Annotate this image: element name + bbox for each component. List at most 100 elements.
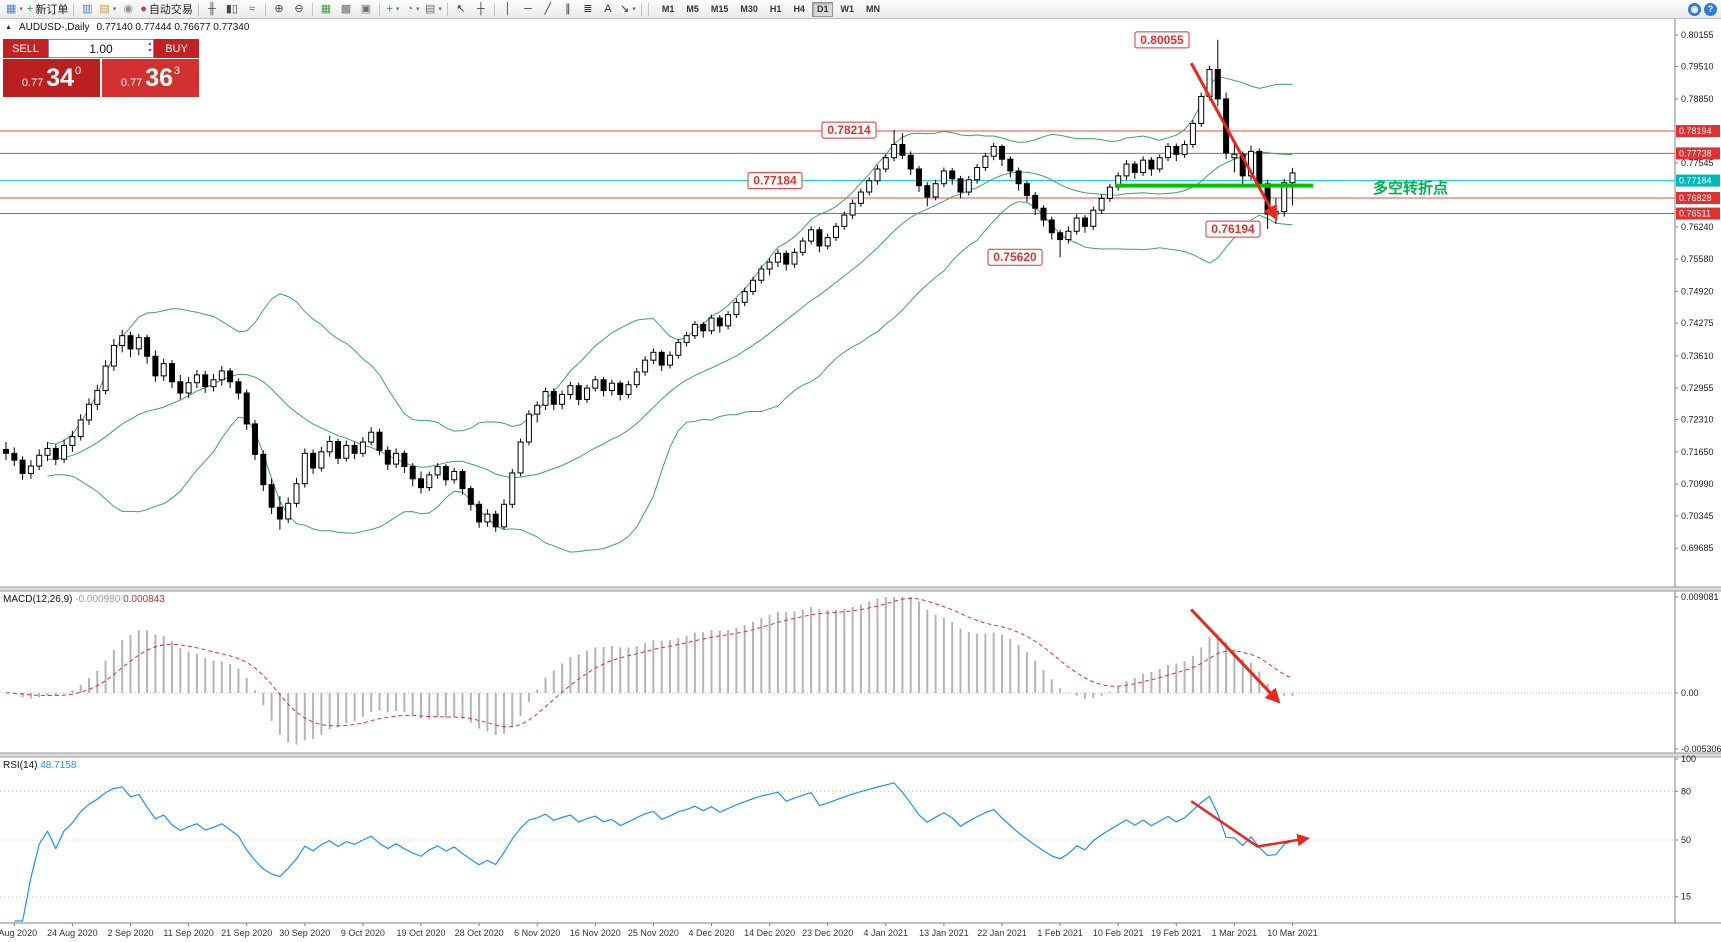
macd-axis-label: 0.00: [1681, 688, 1699, 698]
timeframe-H1[interactable]: H1: [769, 3, 782, 14]
price-label-box[interactable]: [821, 121, 877, 139]
candle-bear: [169, 363, 175, 383]
candle-bear: [476, 503, 483, 523]
timeframe-H4[interactable]: H4: [793, 3, 805, 14]
candle-bull: [766, 261, 773, 270]
arrows-icon[interactable]: ↘ ▾: [618, 1, 638, 17]
crosshair-icon-glyph: ┼: [476, 3, 485, 15]
crosshair-icon[interactable]: ┼: [471, 1, 491, 17]
channel-icon[interactable]: ∥: [558, 1, 578, 17]
arrange-windows-icon[interactable]: ▣: [356, 1, 376, 17]
periods-icon[interactable]: ◔ ▾: [403, 1, 423, 17]
candle-bear: [202, 374, 209, 388]
dropdown-caret-icon: ▾: [632, 6, 636, 13]
help-icon[interactable]: ?: [1704, 2, 1717, 16]
candle-bull: [733, 301, 740, 316]
fibonacci-icon[interactable]: ≣: [578, 1, 598, 17]
candle-bull: [791, 251, 798, 265]
zoom-in-icon-glyph: ⊕: [274, 3, 284, 15]
timeframe-M15[interactable]: M15: [710, 3, 729, 14]
alerts-icon[interactable]: ◉: [118, 1, 138, 17]
price-label-box[interactable]: [747, 172, 803, 190]
candle-bull: [857, 191, 864, 204]
candle-bull: [990, 145, 997, 157]
cursor-icon[interactable]: ↖: [451, 1, 471, 17]
trend-arrow-macd[interactable]: [1190, 608, 1281, 704]
buy-price-prefix: 0.77: [120, 77, 143, 89]
indicators-icon[interactable]: + ▾: [383, 1, 403, 17]
candle-bull: [193, 374, 200, 384]
rsi-value: 48.7158: [40, 760, 77, 771]
candle-bull: [1106, 186, 1113, 199]
chart-icon: ▲: [5, 24, 12, 31]
candle-bull: [343, 444, 350, 459]
autotrading-button-label: 自动交易: [148, 4, 193, 16]
chart-canvas[interactable]: 0.80055 0.78214 0.77184 0.76194 0.75620 多空转折点…: [0, 19, 1721, 942]
timeframe-M30[interactable]: M30: [740, 3, 758, 14]
price-tag: [1676, 207, 1720, 220]
sell-price-button[interactable]: 0.77 34 0: [3, 59, 100, 97]
bar-chart-icon-glyph: ╫: [208, 3, 216, 15]
rsi-axis-label: 50: [1681, 835, 1691, 845]
date-label: 4 Aug 2020: [0, 928, 37, 938]
volume-spinner[interactable]: ▴ ▾: [148, 41, 151, 55]
new-order-button[interactable]: + 新订单: [25, 1, 70, 17]
timeframe-D1[interactable]: D1: [811, 1, 834, 17]
price-label-box[interactable]: [1205, 220, 1261, 238]
zoom-out-icon[interactable]: ⊖: [289, 1, 309, 17]
volume-input[interactable]: 1.00 ▴ ▾: [48, 39, 154, 58]
candle-bear: [1148, 159, 1155, 170]
candle-bull: [974, 167, 981, 181]
price-label-box[interactable]: [987, 248, 1043, 266]
zoom-in-icon[interactable]: ⊕: [269, 1, 289, 17]
horizontal-line-icon[interactable]: ─: [518, 1, 538, 17]
date-label: 6 Nov 2020: [514, 928, 560, 938]
new-order-button-label: 新订单: [35, 4, 69, 16]
trend-arrow-rsi[interactable]: [1190, 800, 1310, 848]
date-label: 10 Mar 2021: [1267, 928, 1318, 938]
panel-separator-rsi[interactable]: [0, 753, 1721, 757]
candle-bear: [401, 452, 408, 468]
date-label: 4 Dec 2020: [688, 928, 734, 938]
price-tag: [1676, 147, 1720, 160]
community-icon[interactable]: ◉: [1688, 2, 1701, 16]
sell-button[interactable]: SELL: [3, 39, 48, 58]
price-label-text: 0.75620: [993, 250, 1037, 264]
buy-price-button[interactable]: 0.77 36 3: [102, 59, 199, 97]
bar-chart-icon[interactable]: ╫: [202, 1, 222, 17]
templates-icon[interactable]: ▤ ▾: [423, 1, 444, 17]
tile-windows-icon[interactable]: ▦: [316, 1, 336, 17]
text-icon[interactable]: A: [598, 1, 618, 17]
chart-windows-icon[interactable]: ▥: [77, 1, 97, 17]
dropdown-caret-icon: ▾: [438, 6, 442, 13]
timeframe-M1[interactable]: M1: [661, 3, 675, 14]
timeframe-W1[interactable]: W1: [840, 3, 854, 14]
line-chart-icon[interactable]: ≈: [242, 1, 262, 17]
cascade-windows-icon[interactable]: ▩: [336, 1, 356, 17]
buy-button[interactable]: BUY: [154, 39, 199, 58]
macd-main-value: -0.000980: [75, 594, 121, 605]
spin-up-icon[interactable]: ▴: [147, 41, 151, 47]
trendline-icon[interactable]: ╱: [538, 1, 558, 17]
vertical-line-icon[interactable]: │: [498, 1, 518, 17]
candle-bear: [492, 513, 499, 528]
annotation-text[interactable]: 多空转折点: [1373, 179, 1448, 197]
trend-arrow-main[interactable]: [1189, 62, 1278, 221]
date-label: 2 Sep 2020: [107, 928, 153, 938]
new-chart-icon[interactable]: ▦ ▾: [4, 1, 25, 17]
candle-bear: [999, 145, 1005, 160]
toolbar-separator: [647, 2, 649, 16]
profiles-icon[interactable]: ▤ ▾: [97, 1, 118, 17]
timeframe-M5[interactable]: M5: [686, 3, 699, 14]
spin-down-icon[interactable]: ▾: [147, 48, 151, 54]
panel-separator-macd[interactable]: [0, 587, 1721, 591]
candlestick-chart-icon[interactable]: ▮▯: [222, 1, 242, 17]
candle-bear: [1173, 145, 1180, 155]
price-label-box[interactable]: [1134, 31, 1190, 49]
candle-bull: [434, 466, 441, 476]
autotrading-button[interactable]: ● 自动交易: [138, 1, 195, 17]
ohlc-values: 0.77140 0.77444 0.76677 0.77340: [96, 22, 250, 33]
timeframe-MN[interactable]: MN: [865, 3, 880, 14]
candle-bull: [567, 385, 574, 395]
bollinger-lower-band: [47, 201, 1293, 553]
